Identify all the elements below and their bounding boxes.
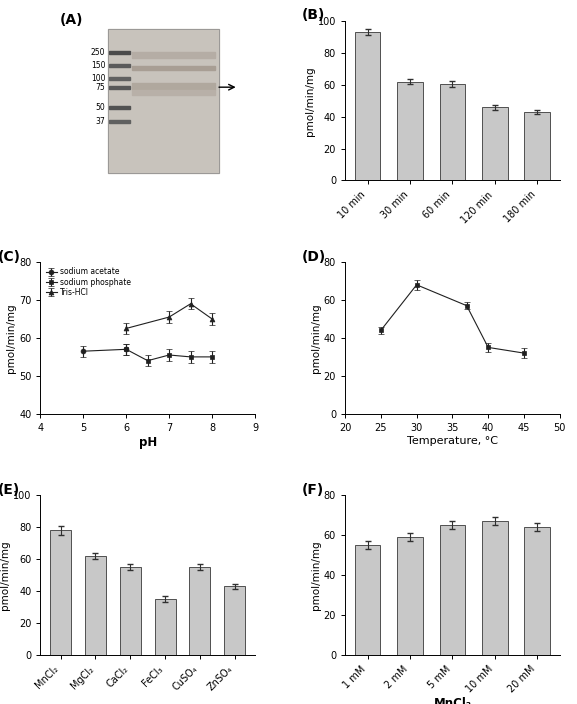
Y-axis label: pmol/min/mg: pmol/min/mg [0, 540, 10, 610]
Bar [108, 86, 130, 89]
Text: 50: 50 [96, 103, 106, 112]
Bar [132, 83, 215, 89]
Text: (E): (E) [0, 483, 20, 496]
Text: (C): (C) [0, 250, 20, 264]
Text: 100: 100 [91, 74, 106, 83]
Y-axis label: pmol/min/mg: pmol/min/mg [311, 303, 321, 372]
X-axis label: MnCl₂: MnCl₂ [433, 697, 471, 704]
Text: 250: 250 [91, 49, 106, 57]
Legend: sodium acetate, sodium phosphate, Tris-HCl: sodium acetate, sodium phosphate, Tris-H… [44, 266, 133, 298]
Y-axis label: pmol/min/mg: pmol/min/mg [305, 66, 315, 136]
Bar [108, 106, 130, 108]
Bar [108, 51, 130, 54]
Bar [355, 545, 380, 655]
Bar [155, 599, 175, 655]
Bar [108, 77, 130, 80]
Text: (B): (B) [302, 8, 325, 23]
Text: (A): (A) [60, 13, 84, 27]
Text: 150: 150 [91, 61, 106, 70]
X-axis label: Temperature, °C: Temperature, °C [407, 436, 498, 446]
Bar [50, 530, 71, 655]
Bar [355, 32, 380, 180]
X-axis label: pH: pH [138, 436, 157, 448]
Bar [108, 29, 219, 172]
Bar [440, 525, 465, 655]
Bar [224, 586, 245, 655]
Bar [524, 527, 550, 655]
Y-axis label: pmol/min/mg: pmol/min/mg [6, 303, 16, 372]
Bar [120, 567, 141, 655]
Text: (D): (D) [302, 250, 327, 264]
Bar [108, 120, 130, 123]
Bar [398, 537, 423, 655]
Bar [189, 567, 211, 655]
Bar [132, 52, 215, 58]
Bar [482, 107, 508, 180]
Bar [398, 82, 423, 180]
Bar [108, 29, 219, 172]
Text: (F): (F) [302, 483, 324, 496]
Y-axis label: pmol/min/mg: pmol/min/mg [311, 540, 321, 610]
Text: 75: 75 [96, 82, 106, 92]
Bar [132, 65, 215, 70]
Bar [132, 89, 215, 95]
Bar [85, 556, 106, 655]
Bar [524, 112, 550, 180]
Bar [440, 84, 465, 180]
Text: 37: 37 [96, 117, 106, 126]
Bar [108, 64, 130, 67]
Bar [482, 521, 508, 655]
